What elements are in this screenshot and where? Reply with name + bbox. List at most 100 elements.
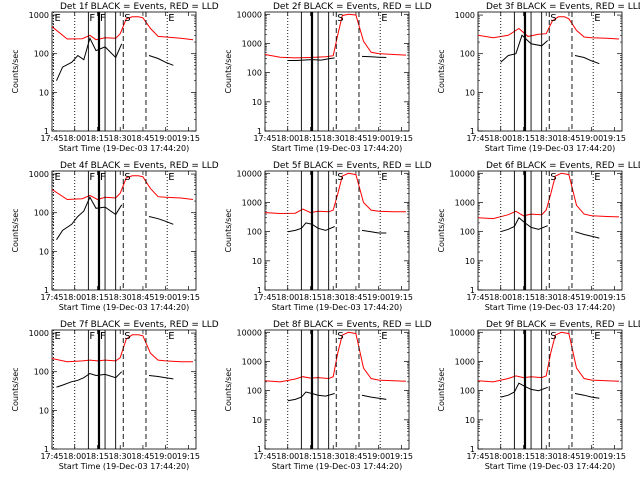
x-tick-label: 18:00 xyxy=(489,452,512,461)
lld-series-line xyxy=(264,172,406,215)
lld-series-line xyxy=(264,13,407,59)
y-tick-label: 1 xyxy=(257,127,262,136)
x-tick-label: 18:30 xyxy=(109,452,132,461)
x-tick-label: 19:00 xyxy=(580,293,603,302)
plot-frame xyxy=(477,11,623,132)
x-tick-label: 18:15 xyxy=(512,293,535,302)
x-tick-label: 18:45 xyxy=(131,134,154,143)
x-tick-label: 17:45 xyxy=(466,134,489,143)
x-tick-label: 19:15 xyxy=(603,452,626,461)
time-marker-label: S xyxy=(550,172,556,183)
x-tick-label: 18:15 xyxy=(86,452,109,461)
x-tick-label: 19:00 xyxy=(580,452,603,461)
events-series-line xyxy=(148,55,174,66)
panel-det-8: Det 8f BLACK = Events, RED = LLD 1 10 100 10… xyxy=(224,320,432,471)
x-axis-label: Start Time (19-Dec-03 17:44:20) xyxy=(272,303,403,312)
y-tick-label: 1 xyxy=(257,445,262,454)
time-marker-label: E xyxy=(168,172,174,183)
x-tick-label: 17:45 xyxy=(253,452,276,461)
y-axis-label: Counts/sec xyxy=(224,49,233,93)
y-tick-label: 1000 xyxy=(29,11,49,20)
lld-series-line xyxy=(264,331,407,383)
x-tick-label: 18:15 xyxy=(512,452,535,461)
x-tick-label: 19:00 xyxy=(367,293,390,302)
y-tick-label: 10 xyxy=(39,406,49,415)
events-series-line xyxy=(500,382,548,398)
y-axis-label: Counts/sec xyxy=(437,49,446,93)
x-tick-label: 17:45 xyxy=(253,134,276,143)
time-marker-label: E xyxy=(594,13,600,24)
y-axis-label: Counts/sec xyxy=(224,367,233,411)
y-tick-label: 100 xyxy=(460,387,475,396)
time-marker-label: S xyxy=(124,331,130,342)
y-tick-label: 1000 xyxy=(242,198,262,207)
x-tick-label: 18:30 xyxy=(109,134,132,143)
lld-series-line xyxy=(477,331,620,383)
x-tick-label: 18:15 xyxy=(299,134,322,143)
y-tick-label: 100 xyxy=(247,69,262,78)
x-axis-label: Start Time (19-Dec-03 17:44:20) xyxy=(485,462,616,471)
x-tick-label: 19:15 xyxy=(390,134,413,143)
y-tick-label: 1 xyxy=(44,445,49,454)
events-series-line xyxy=(361,394,387,400)
x-tick-label: 17:45 xyxy=(40,452,63,461)
x-tick-label: 18:45 xyxy=(344,452,367,461)
y-tick-label: 1000 xyxy=(455,357,475,366)
x-axis-label: Start Time (19-Dec-03 17:44:20) xyxy=(485,144,616,153)
events-series-line xyxy=(574,231,600,239)
time-marker-label: S xyxy=(124,13,130,24)
y-tick-label: 1 xyxy=(470,286,475,295)
time-marker-label: F xyxy=(89,172,95,183)
plot-frame xyxy=(477,329,623,450)
x-tick-label: 19:00 xyxy=(367,452,390,461)
x-tick-label: 18:30 xyxy=(322,293,345,302)
y-axis-label: Counts/sec xyxy=(224,208,233,252)
x-tick-label: 19:15 xyxy=(177,293,200,302)
time-marker-label: F xyxy=(89,13,95,24)
y-axis-label: Counts/sec xyxy=(437,208,446,252)
x-tick-label: 18:00 xyxy=(63,293,86,302)
events-series-line xyxy=(361,55,387,58)
x-tick-label: 18:30 xyxy=(109,293,132,302)
x-tick-label: 18:00 xyxy=(276,134,299,143)
x-tick-label: 18:30 xyxy=(535,293,558,302)
time-marker-label: E xyxy=(55,13,61,24)
events-series-line xyxy=(148,216,174,225)
time-marker-label: S xyxy=(337,331,343,342)
x-tick-label: 18:00 xyxy=(276,293,299,302)
y-tick-label: 1 xyxy=(44,127,49,136)
x-tick-label: 18:30 xyxy=(535,134,558,143)
time-marker-label: E xyxy=(381,172,387,183)
panel-title: Det 8f BLACK = Events, RED = LLD xyxy=(273,320,432,330)
x-tick-label: 18:30 xyxy=(322,452,345,461)
events-series-line xyxy=(574,55,600,65)
x-tick-label: 19:15 xyxy=(177,134,200,143)
plot-frame xyxy=(51,170,197,291)
x-tick-label: 17:45 xyxy=(466,452,489,461)
x-tick-label: 18:45 xyxy=(344,293,367,302)
y-axis-label: Counts/sec xyxy=(437,367,446,411)
events-series-line xyxy=(56,36,123,81)
x-tick-label: 19:15 xyxy=(177,452,200,461)
y-tick-label: 100 xyxy=(34,209,49,218)
panel-det-6: Det 6f BLACK = Events, RED = LLD 1 10 100 10… xyxy=(437,161,640,312)
x-tick-label: 18:45 xyxy=(557,134,580,143)
time-marker-label: S xyxy=(550,331,556,342)
time-marker-label: S xyxy=(337,172,343,183)
x-axis-label: Start Time (19-Dec-03 17:44:20) xyxy=(59,303,190,312)
x-tick-label: 18:45 xyxy=(344,134,367,143)
y-tick-label: 100 xyxy=(247,228,262,237)
y-tick-label: 100 xyxy=(460,228,475,237)
y-tick-label: 10000 xyxy=(237,328,262,337)
y-tick-label: 10 xyxy=(465,416,475,425)
y-tick-label: 10000 xyxy=(237,169,262,178)
x-tick-label: 18:15 xyxy=(86,134,109,143)
lld-series-line xyxy=(51,334,193,363)
time-marker-label: S xyxy=(337,13,343,24)
panel-title: Det 3f BLACK = Events, RED = LLD xyxy=(486,2,640,12)
events-series-line xyxy=(56,196,123,240)
x-tick-label: 19:00 xyxy=(154,134,177,143)
y-axis-label: Counts/sec xyxy=(11,49,20,93)
y-axis-label: Counts/sec xyxy=(11,367,20,411)
x-tick-label: 18:00 xyxy=(63,134,86,143)
